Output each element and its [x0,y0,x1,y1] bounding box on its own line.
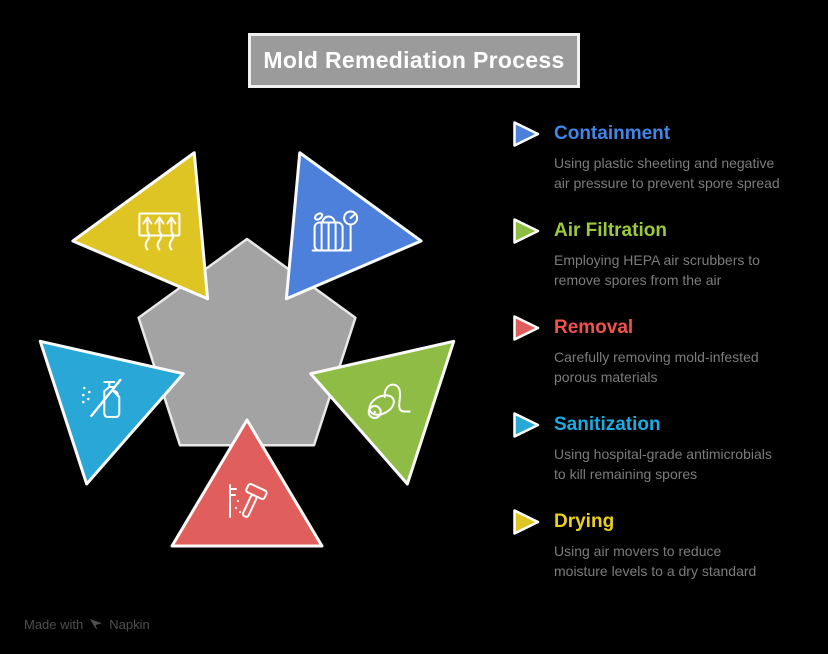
legend-head: Drying [511,507,821,537]
hammer-demolition-icon [229,483,268,518]
vacuum-cleaner-icon [367,383,411,419]
legend-item-air_filtration: Air Filtration Employing HEPA air scrubb… [511,216,821,290]
legend-item-drying: Drying Using air movers to reduce moistu… [511,507,821,581]
legend-title-sanitization: Sanitization [554,414,661,435]
legend-head: Air Filtration [511,216,821,246]
legend-title-air_filtration: Air Filtration [554,220,667,241]
legend-description-sanitization: Using hospital-grade antimicrobials to k… [554,446,772,482]
spray-bottle-icon [82,378,122,418]
legend-description-removal: Carefully removing mold-infested porous … [554,349,759,385]
legend-title-removal: Removal [554,317,634,338]
legend-description-containment: Using plastic sheeting and negative air … [554,155,780,191]
legend-head: Containment [511,119,821,149]
legend-title-drying: Drying [554,511,615,532]
triangle-removal [170,418,324,548]
drying-triangle-icon [513,509,540,535]
legend-description-drying: Using air movers to reduce moisture leve… [554,543,757,579]
legend-head: Sanitization [511,410,821,440]
sanitization-triangle-icon [513,412,540,438]
triangle-containment [284,151,423,301]
napkin-logo-icon [90,618,103,630]
air_filtration-triangle-icon [513,218,540,244]
containment-triangle-icon [513,121,540,147]
footer: Made with Napkin [24,616,150,632]
legend-title-containment: Containment [554,123,671,144]
triangle-sanitization [38,339,185,486]
air-mover-icon [138,212,181,251]
legend-item-containment: Containment Using plastic sheeting and n… [511,119,821,193]
page-title: Mold Remediation Process [263,47,565,73]
brand-label: Napkin [109,616,150,632]
legend: Containment Using plastic sheeting and n… [511,119,821,604]
legend-description-air_filtration: Employing HEPA air scrubbers to remove s… [554,252,760,288]
legend-item-removal: Removal Carefully removing mold-infested… [511,313,821,387]
made-with-label: Made with [24,616,84,632]
pressure-gauge-bag-icon [311,210,359,252]
legend-head: Removal [511,313,821,343]
triangle-air_filtration [309,339,456,486]
title-box: Mold Remediation Process [248,33,580,88]
mold-remediation-diagram [38,151,456,548]
legend-item-sanitization: Sanitization Using hospital-grade antimi… [511,410,821,484]
removal-triangle-icon [513,315,540,341]
